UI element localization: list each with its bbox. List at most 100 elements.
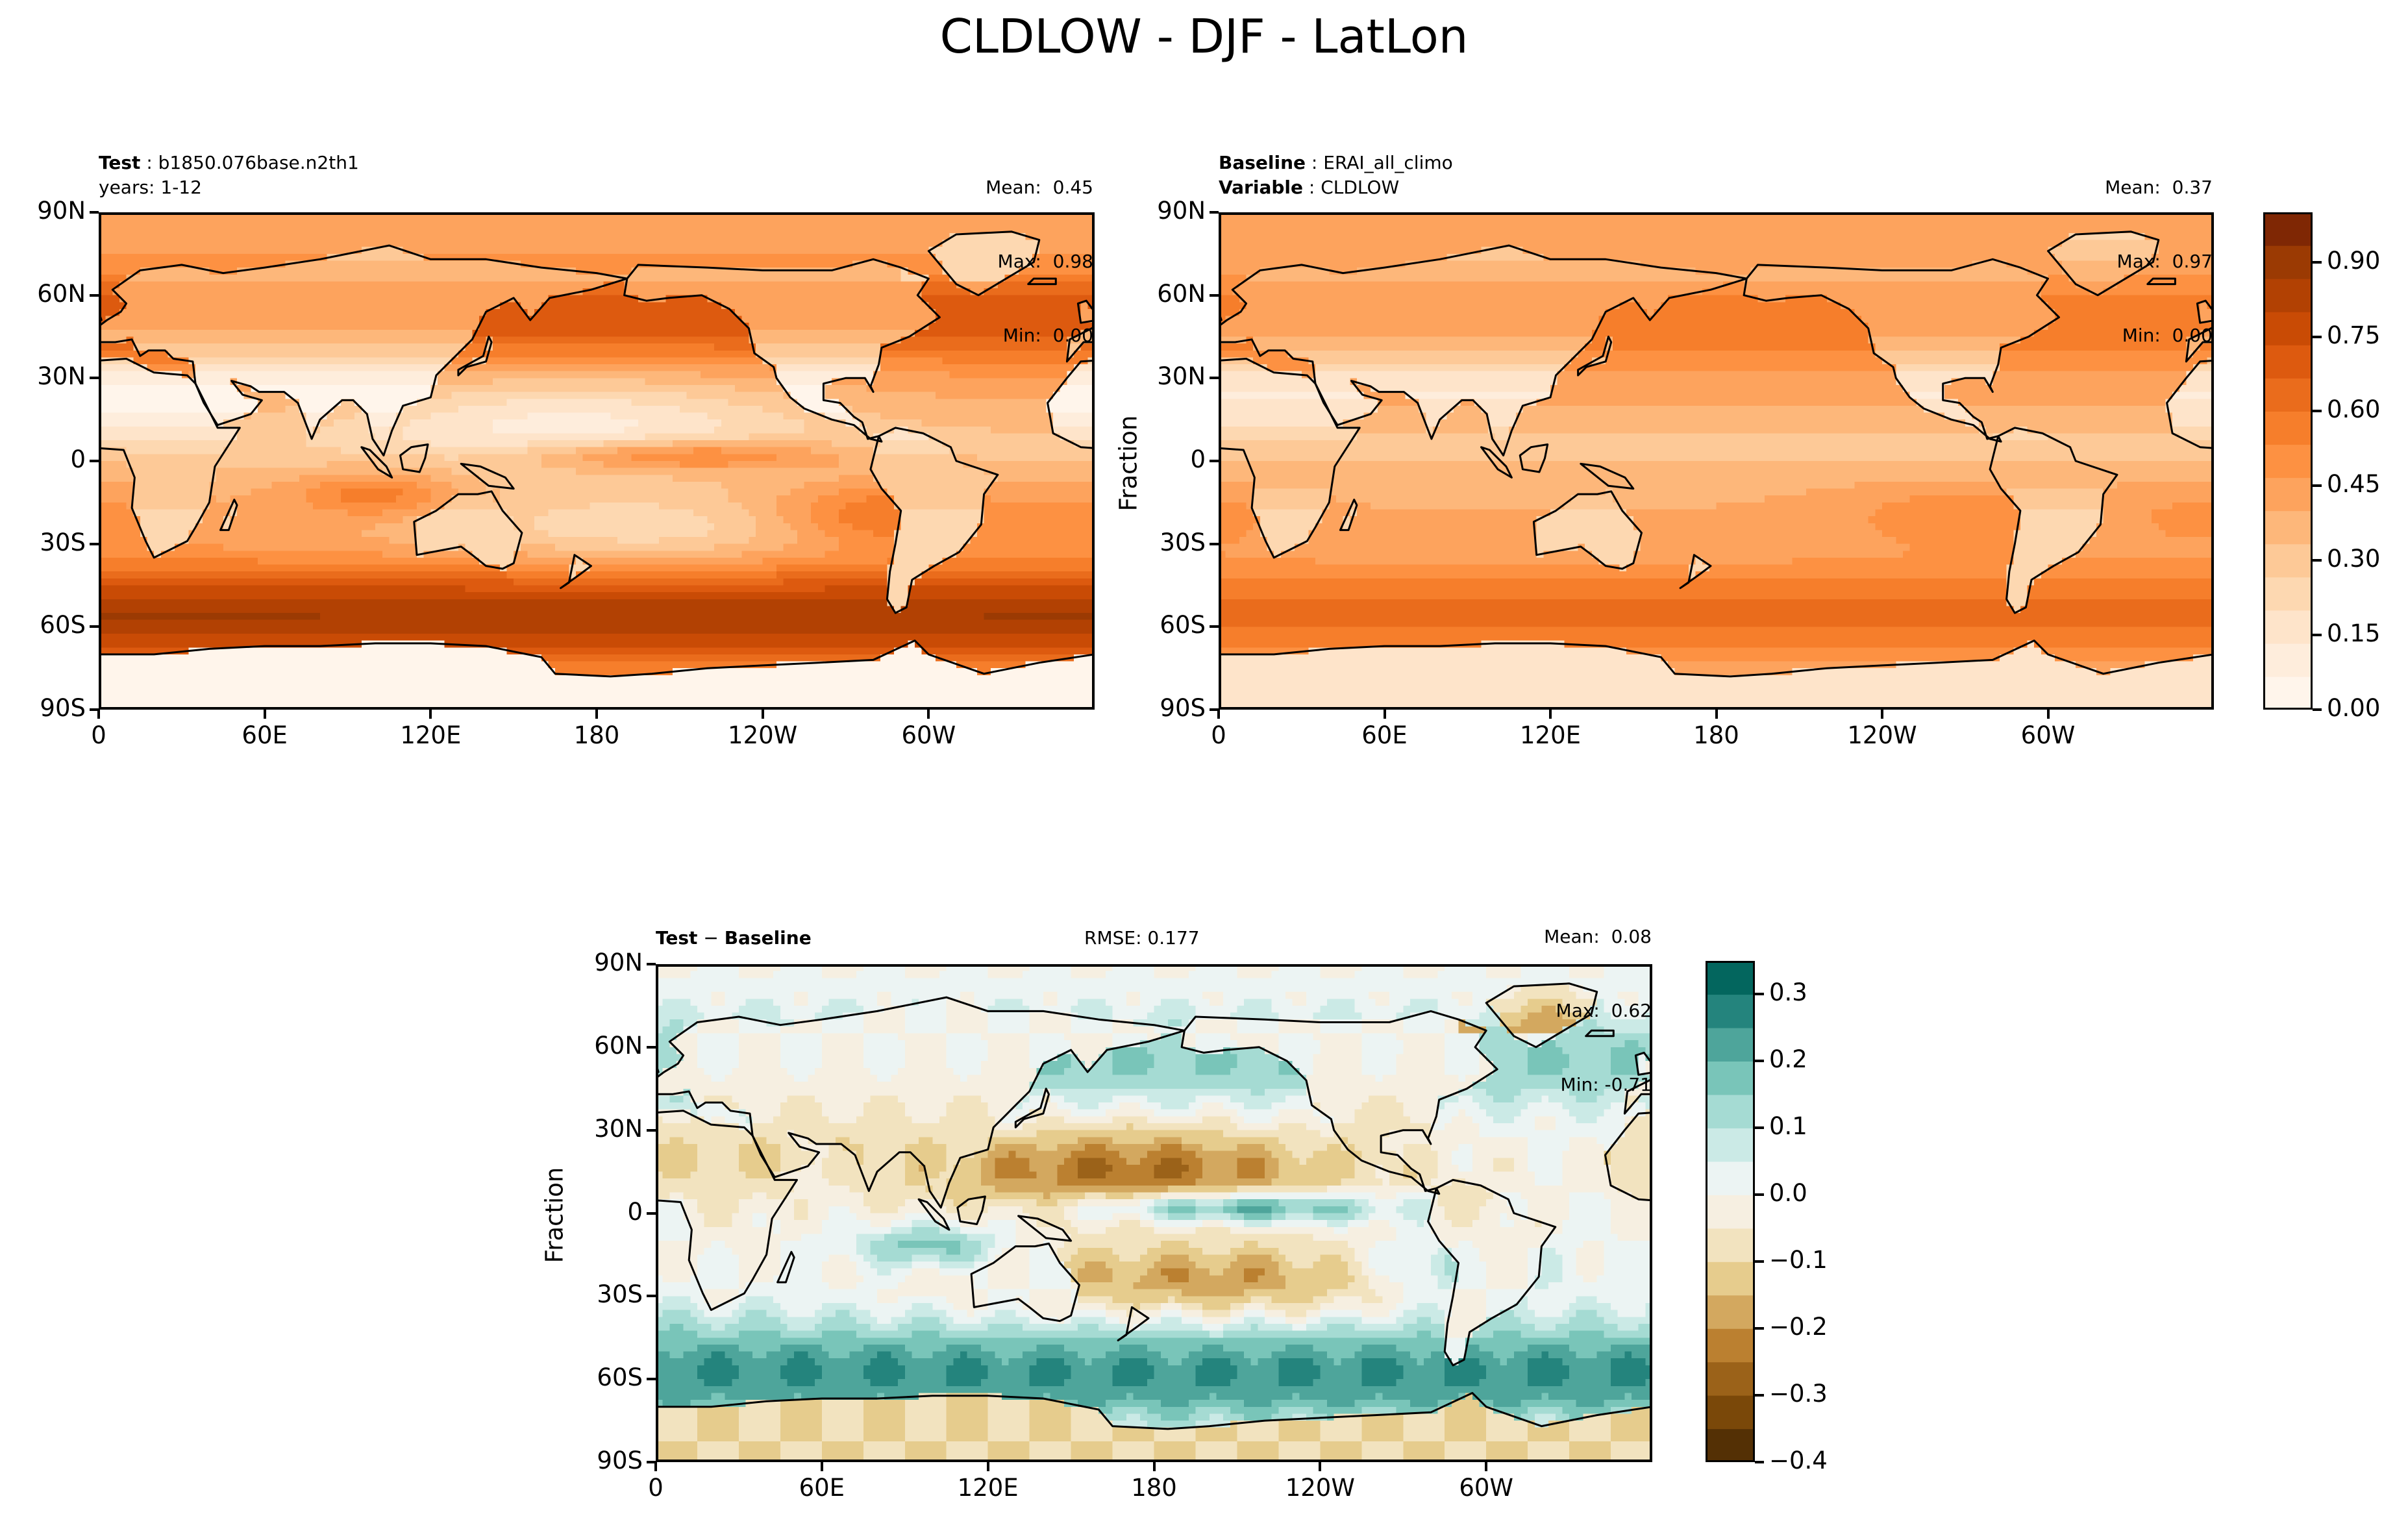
diff-mean: Mean: 0.08 [1402, 925, 1652, 949]
colorbar-tick-mark [2313, 260, 2322, 264]
colorbar-tick-mark [2313, 559, 2322, 562]
coastline-eurasia [99, 244, 628, 456]
y-tick-label: 30N [8, 362, 86, 390]
x-tick-label: 180 [545, 721, 649, 749]
baseline-max: Max: 0.97 [1963, 249, 2213, 274]
coastline-japan [1014, 1088, 1050, 1128]
baseline-panel [1219, 212, 2214, 710]
colorbar-tick-label: 0.2 [1769, 1045, 1807, 1073]
x-tick-label: 60E [1333, 721, 1437, 749]
coastline-eurasia [656, 996, 1185, 1209]
y-tick-mark [1210, 708, 1219, 711]
baseline-label-bold: Baseline [1219, 152, 1306, 173]
colorbar-segment [1706, 1128, 1755, 1162]
colorbar-tick-mark [1755, 1126, 1764, 1130]
y-tick-label: 90S [1128, 694, 1206, 722]
coastline-eurasia [1219, 244, 1748, 456]
colorbar-frame [2263, 212, 2313, 710]
x-tick-label: 0 [47, 721, 151, 749]
baseline-stats: Mean: 0.37 Max: 0.97 Min: 0.00 [1963, 126, 2213, 373]
colorbar-tick-mark [1755, 993, 1764, 996]
test-mean: Mean: 0.45 [844, 175, 1093, 200]
diff-max: Max: 0.62 [1402, 999, 1652, 1023]
x-tick-mark [2046, 710, 2050, 719]
colorbar-tick-label: 0.30 [2327, 545, 2380, 573]
colorbar-segment [2263, 345, 2313, 379]
difference-rmse: RMSE: 0.177 [1084, 926, 1200, 951]
baseline-title: Baseline : ERAI_all_climo Variable : CLD… [1219, 151, 1453, 200]
y-tick-mark [647, 1461, 656, 1463]
colorbar-tick-label: 0.00 [2327, 694, 2380, 722]
colorbar-tick-mark [2313, 484, 2322, 488]
colorbar-tick-label: 0.45 [2327, 470, 2380, 498]
y-tick-label: 60N [1128, 280, 1206, 308]
coastline-newZealand [1679, 554, 1712, 590]
colorbar-tick-label: 0.90 [2327, 247, 2380, 275]
colorbar-tick-label: 0.60 [2327, 395, 2380, 423]
colorbar-segment [1706, 994, 1755, 1028]
colorbar-segment [1706, 1328, 1755, 1363]
variable-name: CLDLOW [1321, 177, 1399, 198]
y-tick-mark [1210, 293, 1219, 297]
x-tick-label: 60E [770, 1474, 874, 1502]
x-tick-mark [1383, 710, 1386, 719]
coastline-southAmerica [1427, 1178, 1557, 1367]
colorbar-tick-mark [1755, 1193, 1764, 1197]
test-case-name: b1850.076base.n2th1 [158, 152, 359, 173]
colorbar-segment [1706, 1262, 1755, 1296]
coastline-britain [1076, 299, 1095, 324]
x-tick-label: 0 [1167, 721, 1271, 749]
y-tick-mark [1210, 625, 1219, 628]
coastline-newZealand [1117, 1306, 1150, 1341]
test-map [99, 212, 1095, 710]
x-tick-mark [1549, 710, 1552, 719]
colorbar-tick-label: −0.4 [1769, 1447, 1828, 1474]
coastline-newGuinea [1017, 1215, 1073, 1242]
y-tick-label: 90S [8, 694, 86, 722]
x-tick-label: 120W [1830, 721, 1934, 749]
y-tick-mark [90, 211, 99, 214]
coastline-borneo [956, 1195, 986, 1225]
colorbar-tick-mark [1755, 1260, 1764, 1263]
colorbar-segment [2263, 577, 2313, 611]
y-tick-mark [647, 1212, 656, 1215]
colorbar-tick-label: 0.3 [1769, 978, 1807, 1006]
x-tick-label: 120W [711, 721, 815, 749]
x-tick-mark [429, 710, 432, 719]
y-tick-mark [647, 963, 656, 965]
colorbar-segment [1706, 1161, 1755, 1195]
colorbar-segment [1706, 1195, 1755, 1229]
colorbar-tick-label: 0.1 [1769, 1112, 1807, 1140]
colorbar-tick-mark [2313, 410, 2322, 413]
colorbar-segment [1706, 1428, 1755, 1462]
coastline-southAmerica [869, 427, 999, 614]
y-tick-label: 30N [1128, 362, 1206, 390]
x-tick-label: 60W [876, 721, 980, 749]
coastline-madagascar [219, 499, 238, 531]
x-tick-mark [263, 710, 266, 719]
colorbar-tick-mark [1755, 1060, 1764, 1063]
x-tick-mark [927, 710, 930, 719]
coastline-australia [1532, 490, 1643, 570]
colorbar-segment [1706, 1361, 1755, 1396]
colorbar-tick-label: 0.0 [1769, 1179, 1807, 1207]
y-tick-label: 0 [8, 445, 86, 473]
colorbar-tick-mark [2313, 634, 2322, 637]
coastline-iceland [2146, 277, 2176, 286]
x-tick-mark [1715, 710, 1718, 719]
coastline-britain [2196, 299, 2214, 324]
coastline-sumatra [360, 446, 393, 479]
coastline-greenland [2047, 230, 2160, 297]
baseline-map [1219, 212, 2214, 710]
colorbar-tick-mark [1755, 1394, 1764, 1397]
coastline-japan [457, 336, 493, 377]
y-tick-mark [90, 377, 99, 380]
coastline-antarctica [656, 1392, 1652, 1462]
y-tick-mark [647, 1295, 656, 1298]
coastline-antarctica [1219, 640, 2214, 710]
y-tick-label: 90S [565, 1447, 643, 1474]
colorbar-segment [2263, 610, 2313, 644]
x-tick-label: 120E [1498, 721, 1602, 749]
difference-map [656, 964, 1652, 1462]
x-tick-label: 0 [604, 1474, 708, 1502]
